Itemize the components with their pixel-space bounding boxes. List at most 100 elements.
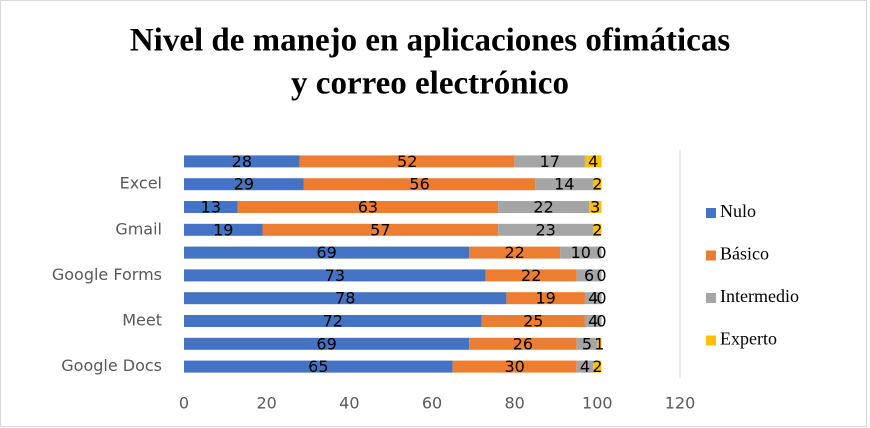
bar-segment (469, 337, 577, 350)
y-tick-label: Google Docs (61, 356, 162, 375)
legend-swatch (706, 250, 716, 261)
value-label: 78 (335, 289, 355, 308)
value-label: 63 (358, 198, 378, 217)
y-tick-label: Google Forms (52, 265, 162, 284)
bar-segment (481, 315, 585, 327)
bar-segment (184, 360, 453, 373)
bar-segment (584, 292, 602, 305)
value-label: 4 (588, 312, 598, 331)
y-tick-label: Excel (120, 174, 162, 193)
value-label: 6 (584, 266, 594, 285)
bar-segment (485, 269, 577, 282)
value-label: 29 (234, 175, 254, 194)
value-label: 69 (316, 334, 336, 353)
value-label: 4 (580, 357, 590, 376)
y-tick-label: Meet (122, 311, 162, 330)
x-tick-label: 120 (665, 394, 696, 413)
value-label: 73 (325, 266, 345, 285)
bar-segment (584, 155, 602, 168)
legend-swatch (706, 208, 716, 218)
value-label: 1 (594, 334, 604, 353)
legend-swatch (706, 293, 716, 303)
bar-segment (184, 337, 470, 350)
bar-segment (184, 201, 238, 213)
bar-segment (184, 246, 470, 259)
bar-segment (593, 178, 602, 191)
value-label: 30 (504, 357, 524, 376)
y-tick-label: Gmail (115, 219, 162, 238)
bar-segment (576, 360, 594, 373)
bar-segment (299, 155, 515, 168)
value-label: 25 (523, 312, 543, 331)
value-label: 0 (596, 289, 606, 308)
legend-label: Experto (720, 329, 777, 349)
value-label: 4 (588, 152, 598, 171)
legend-label: Intermedio (720, 286, 799, 306)
value-label: 4 (588, 289, 598, 308)
value-label: 3 (590, 198, 600, 217)
value-label: 19 (213, 220, 233, 239)
value-label: 23 (535, 220, 555, 239)
value-label: 52 (397, 152, 417, 171)
value-label: 10 (571, 243, 591, 262)
value-label: 22 (504, 243, 524, 262)
value-label: 5 (582, 334, 592, 353)
bar-segment (184, 223, 263, 236)
value-label: 0 (596, 266, 606, 285)
value-label: 28 (232, 152, 252, 171)
bar-segment (506, 292, 585, 305)
x-tick-label: 100 (582, 394, 613, 413)
legend-label: Básico (720, 244, 769, 264)
bar-segment (593, 223, 602, 236)
bar-segment (560, 246, 602, 259)
bar-segment (184, 315, 482, 327)
value-label: 69 (316, 243, 336, 262)
value-label: 22 (521, 266, 541, 285)
bar-segment (184, 155, 300, 168)
value-label: 17 (540, 152, 560, 171)
value-label: 2 (592, 357, 602, 376)
x-tick-label: 20 (256, 394, 276, 413)
bar-segment (262, 223, 499, 236)
bar-segment (184, 292, 507, 305)
bar-segment (589, 201, 602, 213)
x-tick-label: 60 (422, 394, 442, 413)
x-tick-label: 40 (339, 394, 359, 413)
bar-segment (593, 360, 602, 373)
chart-title: Nivel de manejo en aplicaciones ofimátic… (130, 23, 730, 59)
value-label: 57 (370, 220, 390, 239)
value-label: 13 (201, 198, 221, 217)
bar-segment (514, 155, 585, 168)
bar-segment (535, 178, 594, 191)
bar-segment (498, 223, 594, 236)
bar-segment (237, 201, 499, 213)
bar-segment (469, 246, 561, 259)
bar-segment (584, 315, 602, 327)
value-label: 2 (592, 220, 602, 239)
bar-segment (576, 269, 602, 282)
bar-segment (452, 360, 577, 373)
value-label: 0 (596, 312, 606, 331)
value-label: 26 (513, 334, 533, 353)
value-label: 65 (308, 357, 328, 376)
value-label: 19 (535, 289, 555, 308)
x-tick-label: 0 (179, 394, 189, 413)
legend-label: Nulo (720, 201, 756, 221)
value-label: 22 (533, 198, 553, 217)
bar-segment (576, 337, 598, 350)
bar-segment (184, 269, 486, 282)
value-label: 56 (409, 175, 429, 194)
x-tick-label: 80 (504, 394, 524, 413)
value-label: 72 (323, 312, 343, 331)
bar-segment (184, 178, 304, 191)
value-label: 2 (592, 175, 602, 194)
bar-segment (597, 337, 602, 350)
bar-segment (498, 201, 590, 213)
bar-segment (303, 178, 536, 191)
value-label: 0 (596, 243, 606, 262)
chart-title: y correo electrónico (291, 66, 569, 102)
value-label: 14 (554, 175, 574, 194)
legend-swatch (706, 335, 716, 346)
